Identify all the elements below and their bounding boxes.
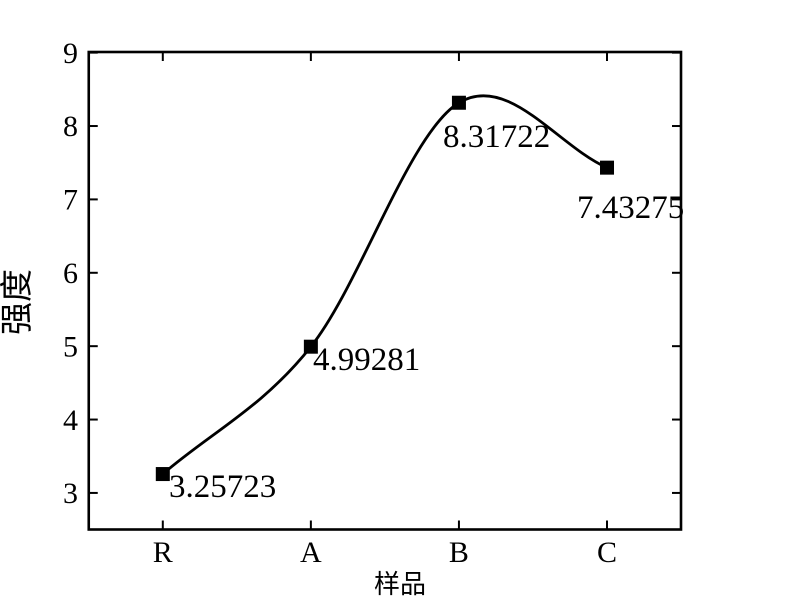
svg-text:C: C: [597, 536, 617, 569]
svg-text:R: R: [153, 536, 173, 569]
svg-text:5: 5: [63, 331, 78, 364]
svg-text:6: 6: [63, 257, 78, 290]
svg-text:样品: 样品: [374, 570, 426, 599]
svg-text:A: A: [300, 536, 322, 569]
svg-text:3.25723: 3.25723: [169, 469, 276, 505]
svg-text:强度: 强度: [0, 269, 36, 335]
svg-text:8.31722: 8.31722: [443, 119, 550, 155]
svg-text:7: 7: [63, 184, 78, 217]
svg-text:B: B: [449, 536, 469, 569]
svg-text:3: 3: [63, 477, 78, 510]
svg-text:7.43275: 7.43275: [577, 190, 684, 226]
svg-text:4.99281: 4.99281: [313, 342, 420, 378]
svg-text:9: 9: [63, 37, 78, 70]
svg-text:4: 4: [63, 404, 78, 437]
svg-text:8: 8: [63, 110, 78, 143]
